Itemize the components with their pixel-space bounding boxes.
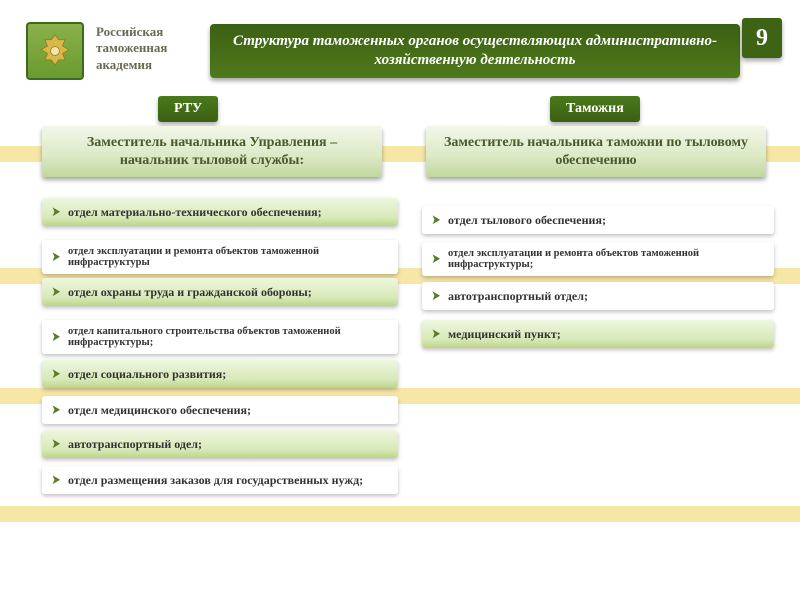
department-label: отдел размещения заказов для государстве…: [68, 473, 363, 488]
department-item: автотранспортный отдел;: [422, 282, 774, 310]
department-item: отдел медицинского обеспечения;: [42, 396, 398, 424]
tag-customs: Таможня: [550, 96, 640, 122]
department-label: автотранспортный отдел;: [448, 289, 588, 304]
department-item: отдел охраны труда и гражданской обороны…: [42, 278, 398, 306]
department-item: отдел размещения заказов для государстве…: [42, 466, 398, 494]
column-header-right: Заместитель начальника таможни по тылово…: [426, 126, 766, 177]
column-header-left: Заместитель начальника Управления – нача…: [42, 126, 382, 177]
department-item: отдел эксплуатации и ремонта объектов та…: [422, 242, 774, 276]
department-label: отдел социального развития;: [68, 367, 226, 382]
accent-strip: [0, 506, 800, 522]
department-item: отдел тылового обеспечения;: [422, 206, 774, 234]
department-label: автотранспортный одел;: [68, 437, 202, 452]
institution-line: таможенная: [96, 40, 167, 56]
department-label: отдел эксплуатации и ремонта объектов та…: [68, 246, 390, 268]
institution-line: Российская: [96, 24, 167, 40]
department-item: отдел социального развития;: [42, 360, 398, 388]
department-item: отдел капитального строительства объекто…: [42, 320, 398, 354]
department-label: отдел капитального строительства объекто…: [68, 326, 390, 348]
institution-line: академия: [96, 57, 167, 73]
department-item: отдел материально-технического обеспечен…: [42, 198, 398, 226]
department-label: отдел эксплуатации и ремонта объектов та…: [448, 248, 766, 270]
department-label: отдел тылового обеспечения;: [448, 213, 606, 228]
tag-rtu: РТУ: [158, 96, 218, 122]
department-item: отдел эксплуатации и ремонта объектов та…: [42, 240, 398, 274]
department-label: отдел охраны труда и гражданской обороны…: [68, 285, 312, 300]
institution-logo: [26, 22, 84, 80]
department-label: отдел материально-технического обеспечен…: [68, 205, 322, 220]
department-label: отдел медицинского обеспечения;: [68, 403, 251, 418]
institution-name: Российская таможенная академия: [96, 24, 167, 73]
department-label: медицинский пункт;: [448, 327, 561, 342]
page-number-badge: 9: [742, 18, 782, 58]
department-item: автотранспортный одел;: [42, 430, 398, 458]
department-item: медицинский пункт;: [422, 320, 774, 348]
slide-title: Структура таможенных органов осуществляю…: [210, 24, 740, 78]
